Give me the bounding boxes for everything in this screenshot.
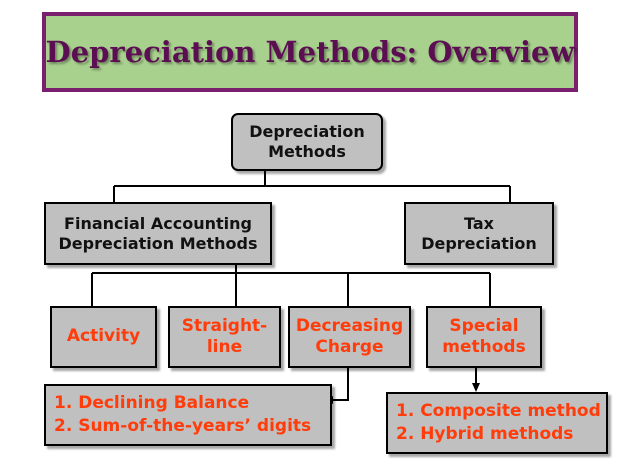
- list-item: 1. Declining Balance: [54, 393, 250, 414]
- node-financial-accounting: Financial Accounting Depreciation Method…: [44, 202, 272, 265]
- node-special-methods-line1: Special: [449, 315, 519, 336]
- node-straight-line-line1: Straight-: [181, 315, 268, 336]
- list-item: 1. Composite method: [396, 401, 601, 422]
- node-tax-depreciation-line2: Depreciation: [421, 233, 537, 253]
- node-depreciation-methods: Depreciation Methods: [231, 113, 383, 171]
- node-special-methods: Special methods: [426, 306, 542, 368]
- node-decreasing-charge-line1: Decreasing: [295, 315, 404, 336]
- node-special-methods-line2: methods: [442, 337, 526, 357]
- node-tax-depreciation: Tax Depreciation: [404, 202, 554, 265]
- node-decreasing-charge: Decreasing Charge: [288, 306, 411, 368]
- arrowhead-special: [472, 383, 480, 392]
- list-item: 2. Sum-of-the-years’ digits: [54, 416, 312, 436]
- decreasing-methods-list: 1. Declining Balance 2. Sum-of-the-years…: [44, 384, 332, 446]
- node-activity: Activity: [50, 306, 157, 368]
- list-item: 2. Hybrid methods: [396, 424, 574, 444]
- node-decreasing-charge-line2: Charge: [315, 337, 384, 357]
- node-financial-accounting-line1: Financial Accounting: [64, 213, 252, 233]
- title-banner: Depreciation Methods: Overview: [42, 12, 578, 92]
- node-depreciation-methods-line1: Depreciation: [249, 122, 365, 141]
- node-straight-line: Straight- line: [168, 306, 281, 368]
- special-methods-list: 1. Composite method 2. Hybrid methods: [386, 392, 608, 454]
- node-financial-accounting-line2: Depreciation Methods: [58, 233, 258, 253]
- connector-decreasing-to-list: [332, 368, 349, 401]
- node-activity-line1: Activity: [66, 326, 141, 347]
- page-title: Depreciation Methods: Overview: [45, 35, 575, 69]
- node-tax-depreciation-line1: Tax: [464, 213, 494, 233]
- node-depreciation-methods-line2: Methods: [268, 142, 346, 161]
- node-straight-line-line2: line: [206, 337, 243, 357]
